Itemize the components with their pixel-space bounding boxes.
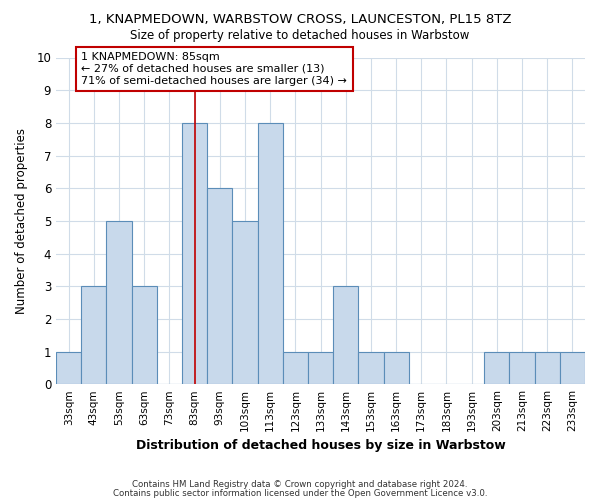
Bar	[535, 352, 560, 384]
Bar	[283, 352, 308, 384]
Y-axis label: Number of detached properties: Number of detached properties	[15, 128, 28, 314]
Text: 1 KNAPMEDOWN: 85sqm
← 27% of detached houses are smaller (13)
71% of semi-detach: 1 KNAPMEDOWN: 85sqm ← 27% of detached ho…	[81, 52, 347, 86]
Bar	[232, 221, 257, 384]
Bar	[56, 352, 81, 384]
Bar	[560, 352, 585, 384]
Bar	[257, 123, 283, 384]
Bar	[182, 123, 207, 384]
Text: 1, KNAPMEDOWN, WARBSTOW CROSS, LAUNCESTON, PL15 8TZ: 1, KNAPMEDOWN, WARBSTOW CROSS, LAUNCESTO…	[89, 12, 511, 26]
Bar	[358, 352, 383, 384]
Bar	[131, 286, 157, 384]
Bar	[81, 286, 106, 384]
Bar	[383, 352, 409, 384]
Text: Contains public sector information licensed under the Open Government Licence v3: Contains public sector information licen…	[113, 488, 487, 498]
Bar	[333, 286, 358, 384]
Text: Size of property relative to detached houses in Warbstow: Size of property relative to detached ho…	[130, 29, 470, 42]
X-axis label: Distribution of detached houses by size in Warbstow: Distribution of detached houses by size …	[136, 440, 505, 452]
Bar	[484, 352, 509, 384]
Bar	[509, 352, 535, 384]
Text: Contains HM Land Registry data © Crown copyright and database right 2024.: Contains HM Land Registry data © Crown c…	[132, 480, 468, 489]
Bar	[106, 221, 131, 384]
Bar	[207, 188, 232, 384]
Bar	[308, 352, 333, 384]
